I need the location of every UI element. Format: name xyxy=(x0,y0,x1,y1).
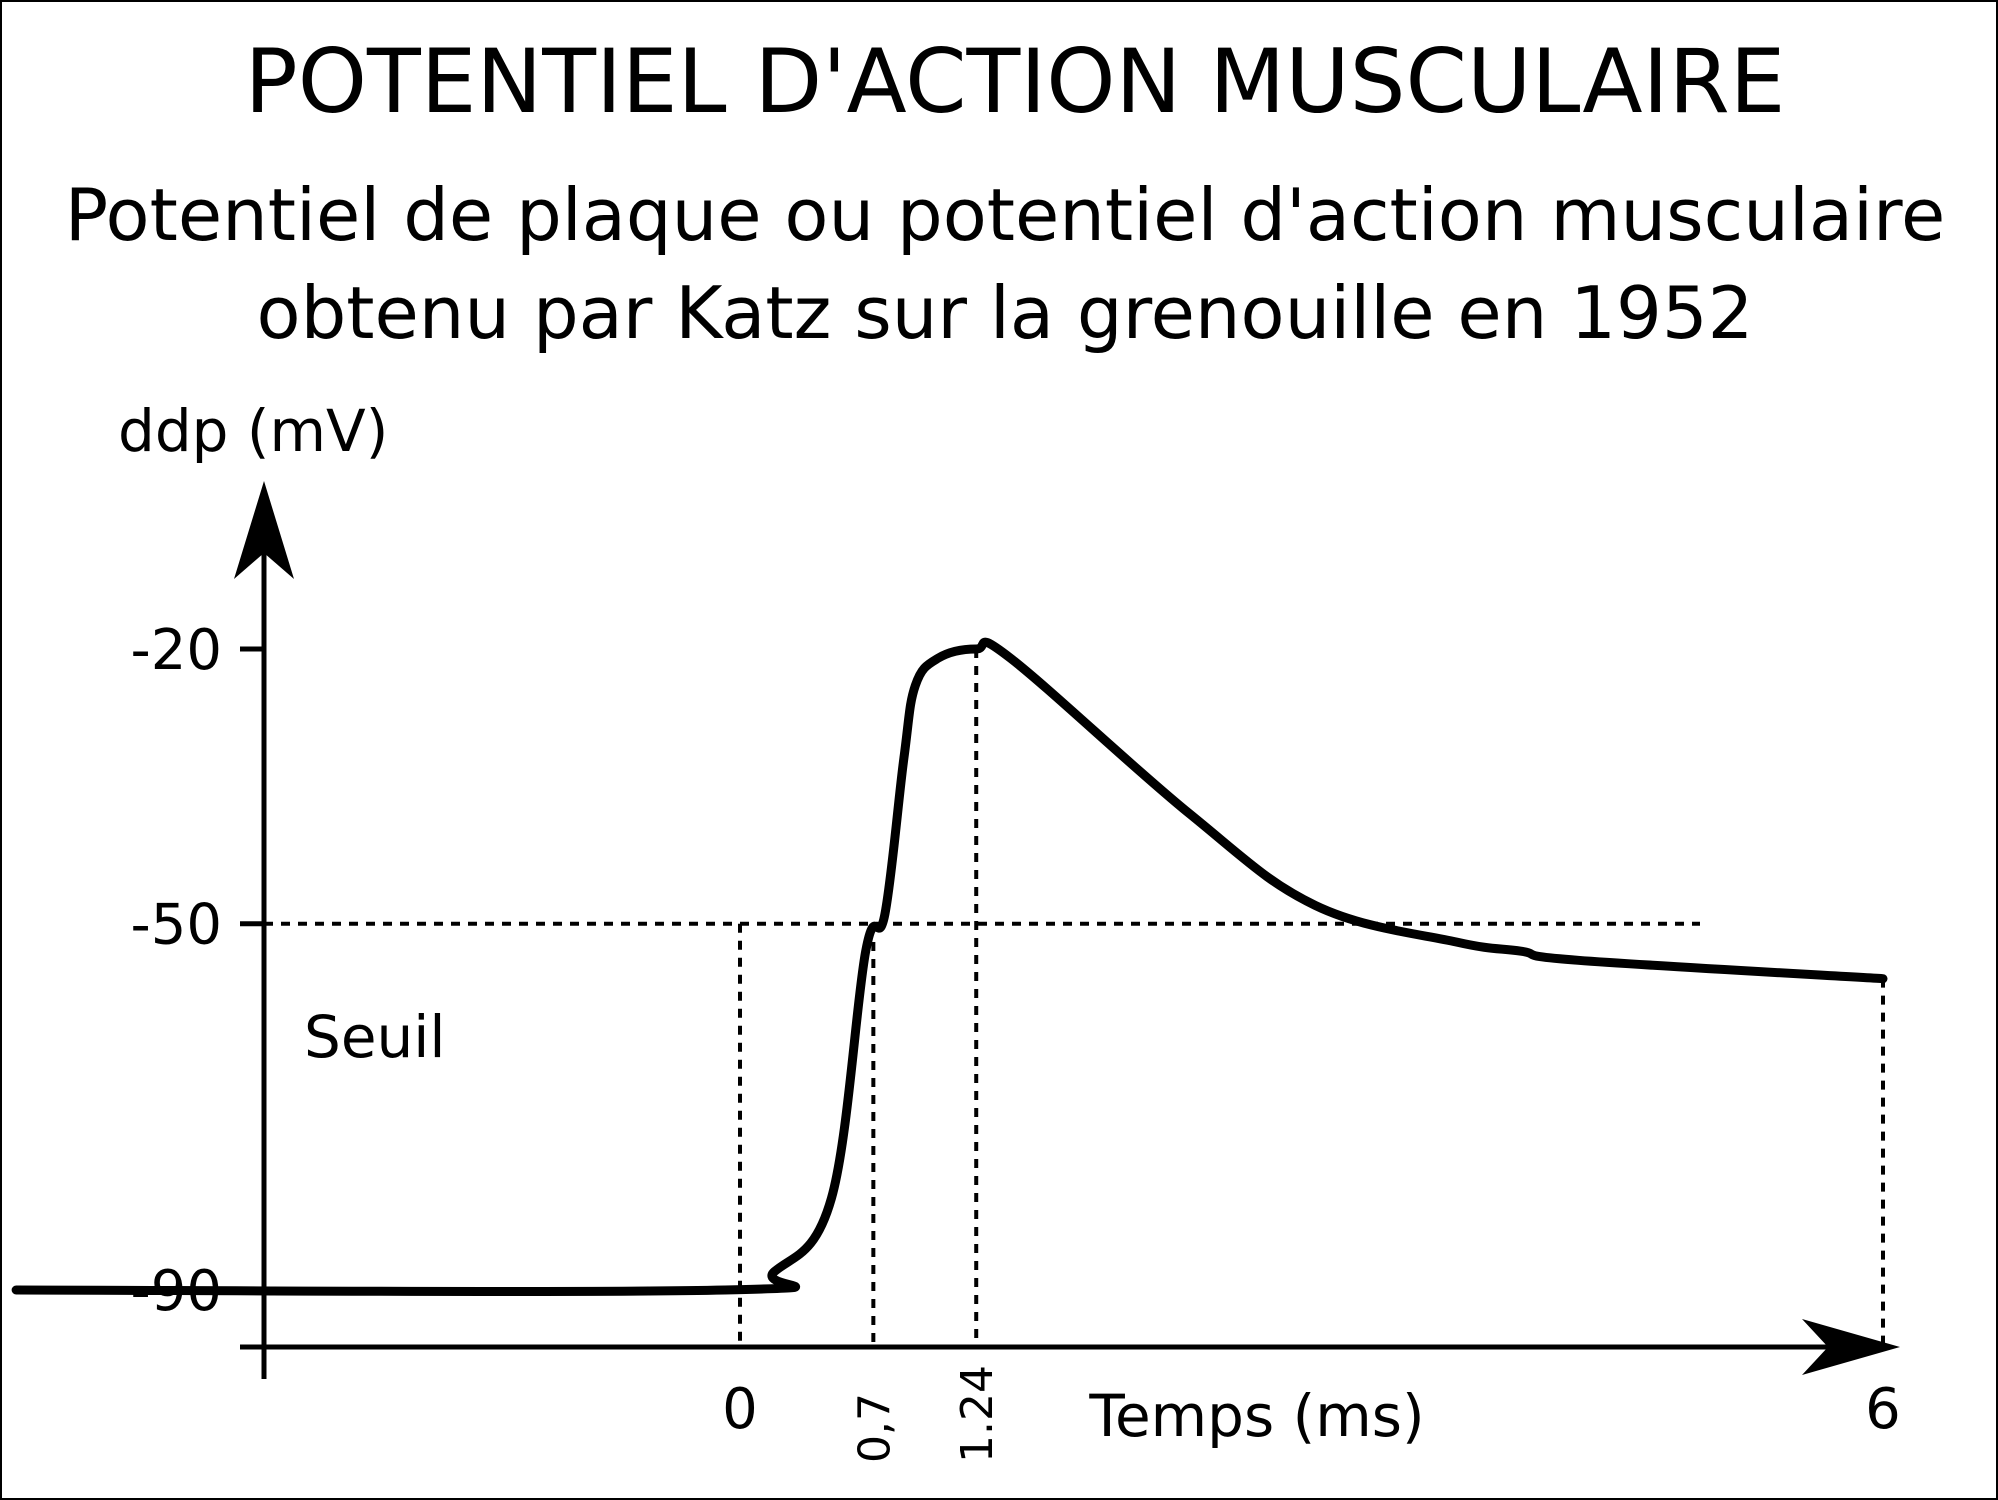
x-axis-label: Temps (ms) xyxy=(1088,1382,1424,1450)
threshold-label: Seuil xyxy=(304,1003,446,1071)
y-tick-label-1: -50 xyxy=(131,893,222,958)
x-tick-label-0: 0 xyxy=(722,1377,758,1442)
y-axis-label: ddp (mV) xyxy=(118,397,388,465)
x-tick-label-2: 1.24 xyxy=(952,1365,1003,1463)
chart-subtitle-line-2: obtenu par Katz sur la grenouille en 195… xyxy=(257,271,1754,355)
action-potential-curve xyxy=(11,637,1888,1296)
chart-layer: -20-50-900 0,7 1.24 6 xyxy=(11,481,1901,1463)
chart-title: POTENTIEL D'ACTION MUSCULAIRE xyxy=(245,30,1786,133)
y-axis-arrow xyxy=(234,481,294,579)
x-tick-label-1: 0,7 xyxy=(849,1393,900,1463)
chart-subtitle-line-1: Potentiel de plaque ou potentiel d'actio… xyxy=(65,173,1946,257)
x-tick-label-3: 6 xyxy=(1865,1377,1901,1442)
y-tick-label-0: -20 xyxy=(131,618,222,683)
x-axis-arrow xyxy=(1802,1319,1900,1375)
